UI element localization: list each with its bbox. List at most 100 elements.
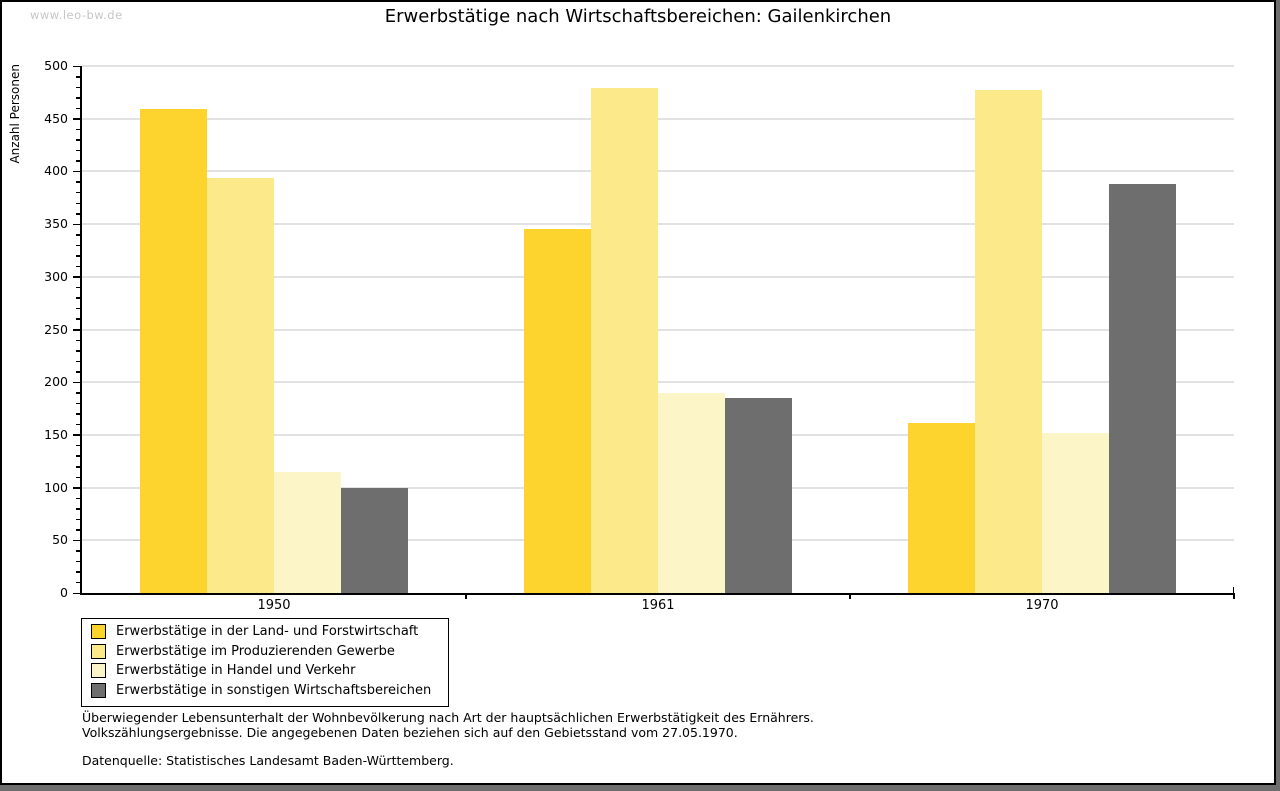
- y-minortick-330: [76, 244, 80, 247]
- y-tick-500: [73, 65, 80, 67]
- y-minortick-140: [76, 444, 80, 447]
- y-minortick-430: [76, 139, 80, 141]
- y-minortick-230: [76, 350, 80, 352]
- y-minortick-190: [76, 392, 80, 394]
- chart-title: Erwerbstätige nach Wirtschaftsbereichen:…: [384, 6, 892, 27]
- legend-label-3: Erwerbstätige in Handel und Verkehr: [116, 663, 356, 679]
- bar-1950-3: [274, 471, 342, 593]
- y-tick-0: [73, 592, 80, 594]
- y-tick-350: [73, 223, 80, 226]
- y-minortick-20: [76, 571, 80, 573]
- y-tick-label-200: 200: [44, 374, 68, 390]
- y-tick-label-150: 150: [44, 426, 68, 442]
- bar-1950-1: [139, 109, 207, 593]
- y-minortick-220: [76, 360, 80, 363]
- bar-1970-4: [1109, 184, 1177, 593]
- y-minortick-260: [76, 318, 80, 320]
- y-minortick-460: [76, 107, 80, 110]
- y-minortick-270: [76, 307, 80, 310]
- data-source: Datenquelle: Statistisches Landesamt Bad…: [82, 753, 454, 768]
- legend: Erwerbstätige in der Land- und Forstwirt…: [81, 618, 449, 707]
- x-axis-end-tick: [1232, 587, 1234, 593]
- y-minortick-410: [76, 160, 80, 162]
- y-tick-label-300: 300: [44, 268, 68, 284]
- y-minortick-70: [76, 518, 80, 521]
- gridline-500: [82, 65, 1234, 67]
- bar-1961-3: [658, 392, 726, 593]
- y-minortick-340: [76, 234, 80, 236]
- y-minortick-40: [76, 550, 80, 552]
- y-tick-label-0: 0: [60, 585, 68, 600]
- y-tick-450: [73, 118, 80, 120]
- y-minortick-160: [76, 423, 80, 426]
- gridline-450: [82, 117, 1234, 120]
- y-minortick-80: [76, 508, 80, 510]
- x-label-1950: 1950: [257, 598, 291, 613]
- y-tick-150: [73, 434, 80, 436]
- y-minortick-180: [76, 402, 80, 405]
- legend-swatch-1: [91, 624, 106, 640]
- bar-1961-4: [725, 398, 793, 593]
- y-minortick-440: [76, 128, 80, 131]
- y-minortick-60: [76, 529, 80, 531]
- legend-item-3: Erwerbstätige in Handel und Verkehr: [82, 661, 448, 681]
- y-minortick-310: [76, 265, 80, 268]
- y-minortick-210: [76, 371, 80, 373]
- y-minortick-280: [76, 297, 80, 299]
- bar-1950-2: [206, 177, 274, 593]
- y-minortick-420: [76, 149, 80, 152]
- gridline-300: [82, 275, 1234, 278]
- y-tick-100: [73, 487, 80, 489]
- y-minortick-470: [76, 97, 80, 99]
- y-tick-label-350: 350: [44, 216, 68, 232]
- footnote: Überwiegender Lebensunterhalt der Wohnbe…: [82, 710, 814, 740]
- y-minortick-380: [76, 191, 80, 194]
- y-minortick-90: [76, 497, 80, 500]
- plot-area: 1950 1961 1970 0 50 100 150 200 250 300 350 400 450 5…: [44, 58, 1235, 613]
- bar-1970-3: [1042, 432, 1110, 593]
- y-minortick-320: [76, 255, 80, 257]
- y-axis-title-text: Anzahl Personen: [8, 64, 22, 164]
- x-boundary-tick-2: [849, 593, 851, 599]
- y-tick-250: [73, 329, 80, 331]
- x-label-1970: 1970: [1025, 598, 1059, 613]
- x-label-1961: 1961: [641, 598, 675, 613]
- y-tick-label-100: 100: [44, 479, 68, 495]
- legend-item-4: Erwerbstätige in sonstigen Wirtschaftsbe…: [82, 681, 448, 701]
- watermark: www.leo-bw.de: [30, 8, 123, 22]
- gridline-250: [82, 328, 1234, 331]
- bar-1970-2: [974, 90, 1042, 593]
- gridline-350: [82, 223, 1234, 226]
- y-minortick-390: [76, 181, 80, 183]
- y-tick-300: [73, 276, 80, 278]
- y-minortick-10: [76, 581, 80, 584]
- legend-swatch-3: [91, 663, 106, 679]
- footnote-line-1: Überwiegender Lebensunterhalt der Wohnbe…: [82, 710, 814, 725]
- bar-1961-2: [590, 88, 658, 593]
- y-minortick-290: [76, 286, 80, 289]
- y-minortick-490: [76, 76, 80, 78]
- y-tick-label-450: 450: [44, 110, 68, 126]
- y-minortick-170: [76, 413, 80, 415]
- legend-label-4: Erwerbstätige in sonstigen Wirtschaftsbe…: [116, 682, 432, 698]
- y-tick-label-500: 500: [44, 58, 68, 73]
- bar-1961-1: [523, 229, 591, 593]
- y-minortick-360: [76, 213, 80, 215]
- y-minortick-30: [76, 560, 80, 563]
- y-minortick-240: [76, 339, 80, 342]
- y-tick-50: [73, 539, 80, 542]
- footnote-line-2: Volkszählungsergebnisse. Die angegebenen…: [82, 724, 738, 740]
- legend-item-2: Erwerbstätige im Produzierenden Gewerbe: [82, 642, 448, 662]
- y-tick-label-50: 50: [52, 532, 68, 548]
- y-tick-200: [73, 381, 80, 384]
- y-minortick-370: [76, 202, 80, 205]
- y-tick-400: [73, 170, 80, 173]
- x-boundary-tick-3: [1233, 593, 1235, 599]
- bar-1970-1: [907, 423, 975, 593]
- bar-1950-4: [341, 487, 409, 593]
- legend-label-1: Erwerbstätige in der Land- und Forstwirt…: [116, 624, 419, 640]
- y-minortick-120: [76, 466, 80, 468]
- x-boundary-tick-1: [465, 593, 467, 599]
- legend-label-2: Erwerbstätige im Produzierenden Gewerbe: [116, 643, 395, 659]
